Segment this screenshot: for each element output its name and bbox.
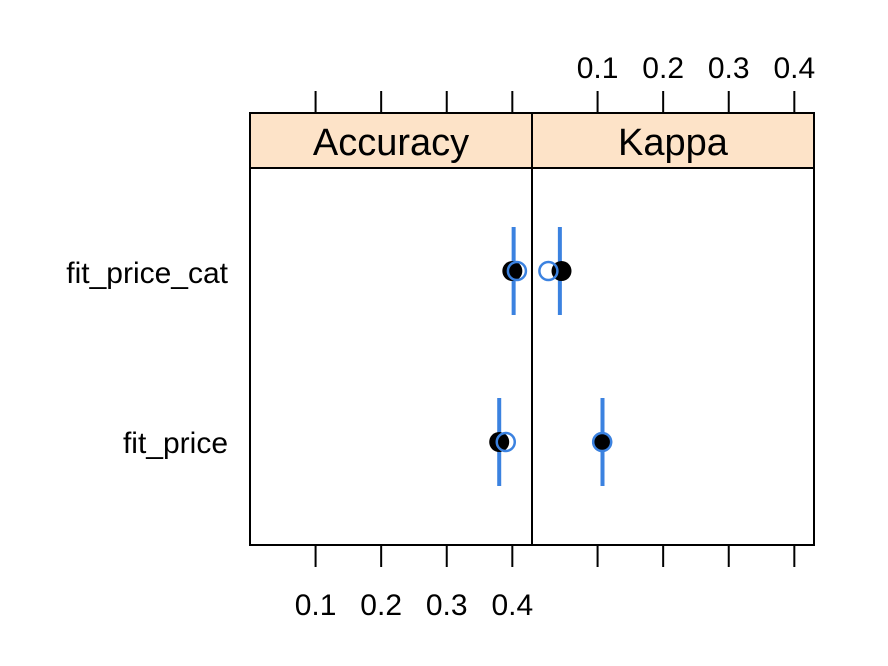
category-label-fit-price: fit_price <box>123 427 228 460</box>
tick-label: 0.3 <box>426 589 468 622</box>
open-point <box>506 260 528 282</box>
tick-label: 0.3 <box>708 52 750 85</box>
tick-label: 0.2 <box>360 589 402 622</box>
tick-label: 0.1 <box>295 589 337 622</box>
kappa-strip-label: Kappa <box>618 122 729 164</box>
tick-label: 0.4 <box>773 52 815 85</box>
open-point <box>538 260 559 282</box>
tick-group-accuracy: 0.1 0.2 0.3 0.4 <box>295 91 533 622</box>
tick-label: 0.4 <box>491 589 533 622</box>
tick-label: 0.2 <box>642 52 684 85</box>
panel-kappa: Kappa <box>531 112 815 546</box>
open-point <box>495 431 517 453</box>
accuracy-strip-label: Accuracy <box>313 122 469 164</box>
category-label-fit-price-cat: fit_price_cat <box>66 257 228 290</box>
panel-accuracy: Accuracy <box>249 112 533 546</box>
kappa-plot-area <box>531 167 815 546</box>
open-point <box>591 431 613 453</box>
accuracy-plot-area <box>249 167 533 546</box>
filled-point <box>502 261 523 281</box>
accuracy-strip <box>249 112 533 169</box>
tick-group-kappa: 0.1 0.2 0.3 0.4 <box>577 52 815 567</box>
filled-point <box>489 432 510 452</box>
kappa-marks <box>538 227 613 486</box>
tick-label: 0.1 <box>577 52 619 85</box>
accuracy-marks <box>489 227 528 486</box>
filled-point <box>592 432 613 452</box>
